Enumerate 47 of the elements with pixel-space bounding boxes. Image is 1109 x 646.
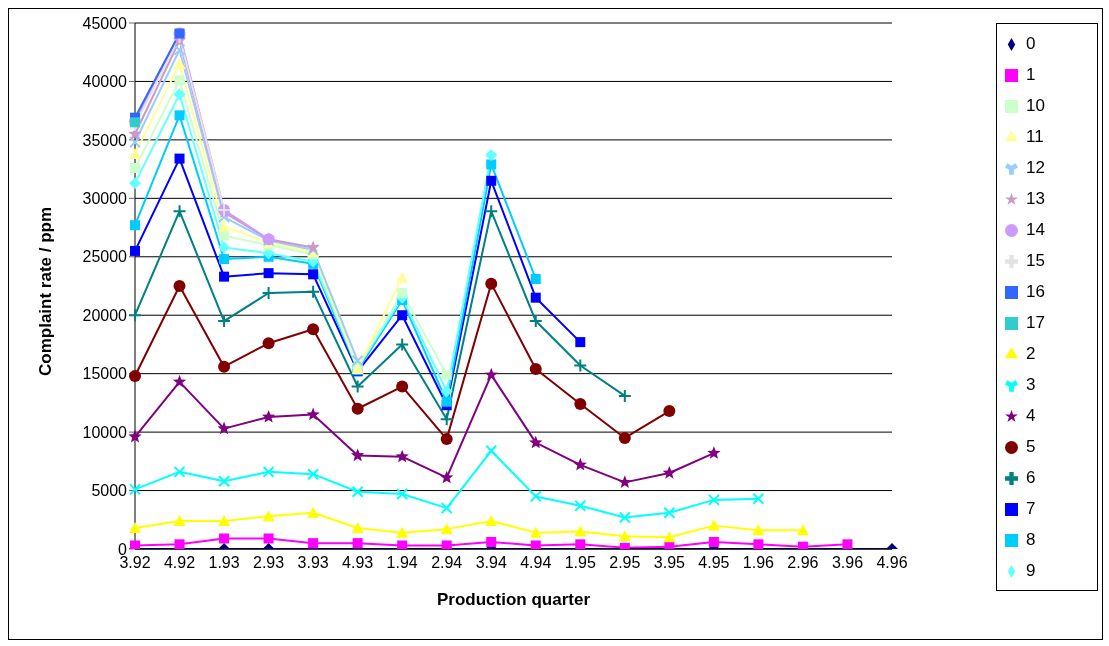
legend-label: 12 bbox=[1026, 158, 1045, 177]
legend-label: 4 bbox=[1026, 406, 1036, 425]
y-tick-label: 25000 bbox=[82, 248, 128, 266]
x-tick-label: 4.95 bbox=[698, 554, 730, 572]
y-tick-label: 10000 bbox=[82, 423, 128, 441]
legend-label: 10 bbox=[1026, 96, 1045, 115]
y-tick-label: 40000 bbox=[82, 73, 128, 91]
x-tick-label: 1.93 bbox=[208, 554, 240, 572]
x-tick-label: 3.93 bbox=[297, 554, 329, 572]
x-tick-label: 1.94 bbox=[386, 554, 418, 572]
x-tick-label: 2.95 bbox=[609, 554, 641, 572]
x-tick-label: 4.94 bbox=[520, 554, 552, 572]
x-axis-title: Production quarter bbox=[436, 590, 591, 609]
legend-label: 11 bbox=[1026, 127, 1044, 146]
legend-label: 6 bbox=[1026, 468, 1036, 487]
y-tick-label: 5000 bbox=[91, 482, 128, 500]
x-tick-label: 3.92 bbox=[119, 554, 151, 572]
legend-label: 1 bbox=[1026, 65, 1036, 84]
legend-label: 7 bbox=[1026, 499, 1036, 518]
legend-label: 17 bbox=[1026, 313, 1045, 332]
y-tick-label: 30000 bbox=[82, 190, 128, 208]
y-tick-label: 45000 bbox=[82, 14, 128, 32]
y-tick-label: 20000 bbox=[82, 306, 128, 324]
legend-label: 5 bbox=[1026, 437, 1036, 456]
legend-label: 14 bbox=[1026, 220, 1045, 239]
x-tick-label: 2.96 bbox=[787, 554, 819, 572]
legend-label: 0 bbox=[1026, 34, 1036, 53]
x-tick-label: 2.94 bbox=[431, 554, 463, 572]
legend-label: 2 bbox=[1026, 344, 1036, 363]
x-tick-label: 3.95 bbox=[653, 554, 686, 572]
x-tick-label: 2.93 bbox=[253, 554, 285, 572]
legend-label: 9 bbox=[1026, 561, 1036, 580]
legend-label: 13 bbox=[1026, 189, 1045, 208]
legend-label: 16 bbox=[1026, 282, 1045, 301]
x-tick-label: 3.94 bbox=[475, 554, 507, 572]
x-tick-label: 4.93 bbox=[342, 554, 374, 572]
legend-label: 15 bbox=[1026, 251, 1045, 270]
x-tick-label: 4.92 bbox=[163, 554, 196, 572]
legend-label: 3 bbox=[1026, 375, 1036, 394]
y-axis-title: Complaint rate / ppm bbox=[36, 206, 56, 376]
x-tick-label: 3.96 bbox=[831, 554, 864, 572]
y-tick-label: 15000 bbox=[82, 365, 128, 383]
legend-label: 8 bbox=[1026, 530, 1036, 549]
x-tick-label: 1.95 bbox=[564, 554, 596, 572]
x-tick-label: 1.96 bbox=[742, 554, 775, 572]
x-tick-label: 4.96 bbox=[876, 554, 908, 572]
y-tick-label: 35000 bbox=[82, 131, 128, 149]
